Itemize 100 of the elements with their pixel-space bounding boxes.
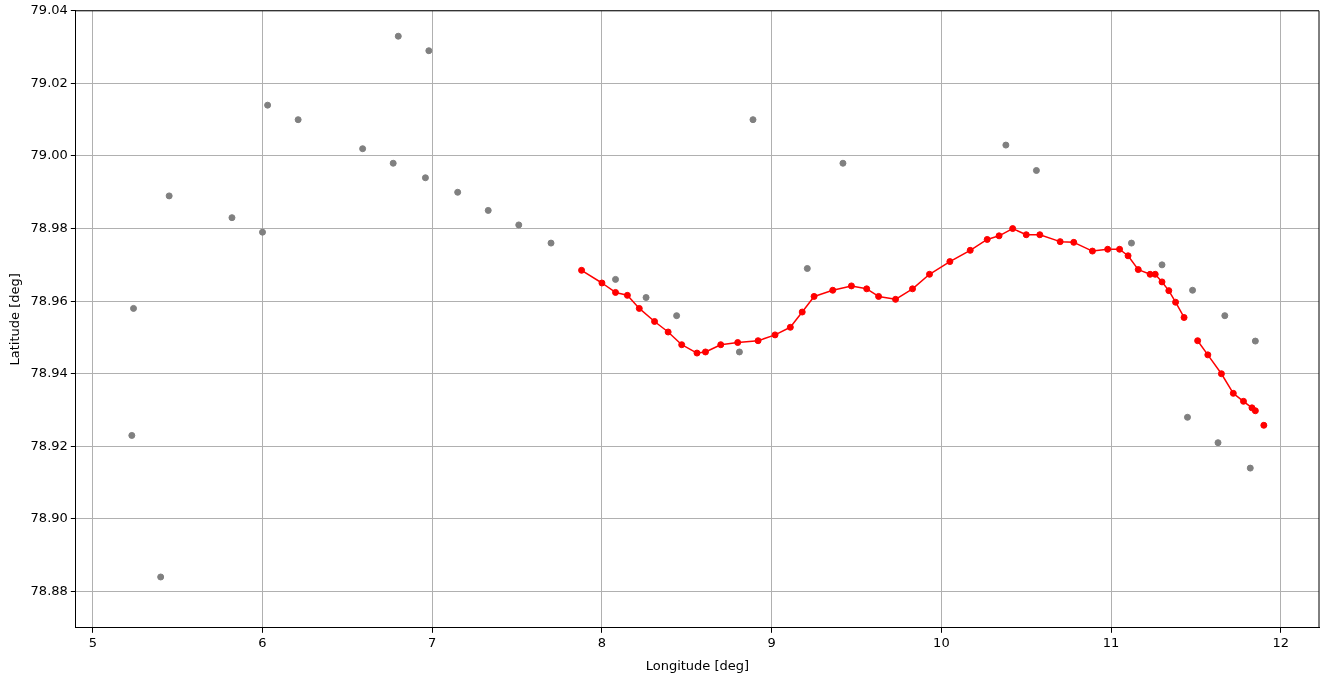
point xyxy=(1127,239,1135,247)
point xyxy=(839,159,847,167)
point xyxy=(359,145,367,153)
point xyxy=(1151,270,1159,278)
point xyxy=(1183,413,1191,421)
point xyxy=(1124,252,1132,260)
x-tick-label: 11 xyxy=(1102,634,1120,650)
point xyxy=(673,312,681,320)
point xyxy=(259,228,267,236)
point xyxy=(454,188,462,196)
y-axis-title: Latitude [deg] xyxy=(7,273,23,366)
y-tick-label: 79.04 xyxy=(30,2,68,18)
y-tick-label: 79.00 xyxy=(30,147,68,163)
point xyxy=(1180,313,1188,321)
point xyxy=(1165,287,1173,295)
point xyxy=(771,331,779,339)
x-tick-label: 12 xyxy=(1272,634,1290,650)
x-tick-label: 8 xyxy=(597,634,607,650)
point xyxy=(612,288,620,296)
point xyxy=(165,192,173,200)
point xyxy=(1088,247,1096,255)
point xyxy=(1116,245,1124,253)
point xyxy=(1189,286,1197,294)
point xyxy=(1032,166,1040,174)
point xyxy=(228,214,236,222)
point xyxy=(578,266,586,274)
point xyxy=(651,317,659,325)
y-tick-label: 78.92 xyxy=(30,437,68,453)
point xyxy=(1158,261,1166,269)
point xyxy=(1204,351,1212,359)
point xyxy=(421,174,429,182)
point xyxy=(892,295,900,303)
point xyxy=(1221,312,1229,320)
y-tick-label: 78.88 xyxy=(30,582,68,598)
point xyxy=(1146,270,1154,278)
point xyxy=(547,239,555,247)
point xyxy=(1002,141,1010,149)
point xyxy=(678,341,686,349)
point xyxy=(1246,464,1254,472)
point xyxy=(635,304,643,312)
point xyxy=(983,235,991,243)
point xyxy=(264,101,272,109)
point xyxy=(1239,397,1247,405)
point xyxy=(803,264,811,272)
point xyxy=(1056,238,1064,246)
y-tick-label: 78.96 xyxy=(30,292,68,308)
x-tick-label: 6 xyxy=(258,634,267,650)
point xyxy=(875,292,883,300)
point xyxy=(1214,439,1222,447)
point xyxy=(693,349,701,357)
point xyxy=(484,206,492,214)
point xyxy=(128,431,136,439)
point xyxy=(995,232,1003,240)
point xyxy=(754,337,762,345)
point xyxy=(612,275,620,283)
point xyxy=(863,285,871,293)
point xyxy=(642,294,650,302)
point xyxy=(389,159,397,167)
point xyxy=(749,116,757,124)
point xyxy=(515,221,523,229)
point xyxy=(798,308,806,316)
point xyxy=(1260,421,1268,429)
point xyxy=(966,246,974,254)
point xyxy=(734,339,742,347)
point xyxy=(1104,245,1112,253)
point xyxy=(810,292,818,300)
x-tick-label: 9 xyxy=(767,634,776,650)
point xyxy=(425,47,433,55)
point xyxy=(664,328,672,336)
point xyxy=(394,32,402,40)
point xyxy=(829,286,837,294)
y-tick-label: 79.02 xyxy=(30,74,68,90)
point xyxy=(130,304,138,312)
point xyxy=(1217,370,1225,378)
y-tick-label: 78.98 xyxy=(30,219,68,235)
point xyxy=(1194,337,1202,345)
point xyxy=(717,341,725,349)
point xyxy=(701,348,709,356)
point xyxy=(1009,225,1017,233)
point xyxy=(1251,337,1259,345)
point xyxy=(1158,278,1166,286)
x-tick-label: 5 xyxy=(88,634,97,650)
point xyxy=(926,270,933,278)
point xyxy=(1022,231,1030,239)
point xyxy=(735,348,743,356)
point xyxy=(1134,266,1142,274)
point xyxy=(847,282,855,290)
point xyxy=(598,279,606,287)
x-tick-label: 10 xyxy=(933,634,950,650)
y-tick-label: 78.90 xyxy=(30,510,68,526)
x-axis-title: Longitude [deg] xyxy=(645,657,750,673)
point xyxy=(1036,231,1044,239)
point xyxy=(786,323,794,331)
point xyxy=(1229,389,1237,397)
point xyxy=(623,291,631,299)
point xyxy=(1070,238,1078,246)
point xyxy=(909,285,917,293)
x-tick-label: 7 xyxy=(428,634,437,650)
y-tick-label: 78.94 xyxy=(30,365,68,381)
point xyxy=(1172,298,1180,306)
